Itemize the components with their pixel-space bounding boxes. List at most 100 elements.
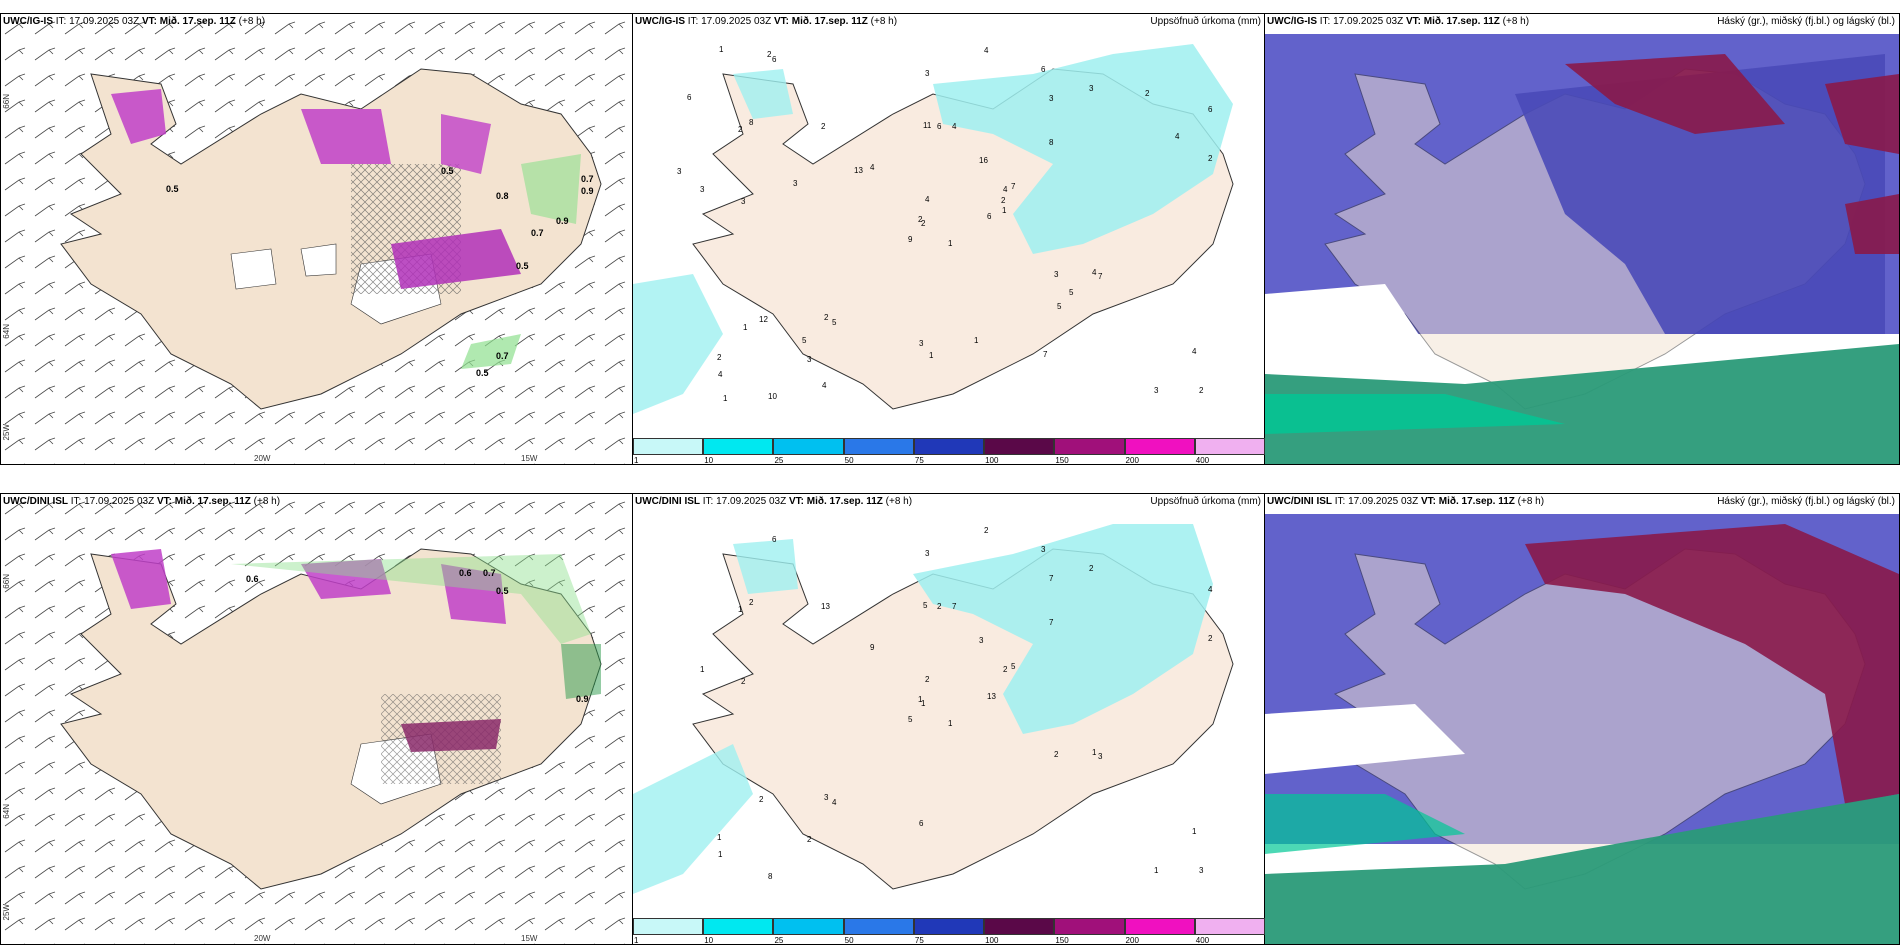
precip-value: 1 (1092, 748, 1097, 757)
precip-value: 3 (925, 549, 930, 558)
precip-magenta (441, 114, 491, 174)
precip-value: 3 (1199, 866, 1204, 875)
precip-value: 3 (1049, 94, 1054, 103)
precip-value: 3 (1154, 386, 1159, 395)
wind-label: 0.7 (531, 228, 544, 238)
precip-value: 8 (1049, 138, 1054, 147)
colorbar-segment (913, 918, 985, 935)
precip-value: 2 (1003, 665, 1008, 674)
precip-value: 2 (1001, 196, 1006, 205)
precip-value: 2 (1199, 386, 1204, 395)
lat-label: 66N (2, 574, 11, 589)
precip-value: 1 (700, 665, 705, 674)
precip-green (561, 644, 601, 699)
precip-value: 4 (1175, 132, 1180, 141)
cloud-low-green (1265, 394, 1565, 434)
precip-value: 2 (1089, 564, 1094, 573)
precip-value: 1 (718, 850, 723, 859)
precip-magenta (301, 559, 391, 599)
wind-label: 0.8 (496, 191, 509, 201)
lon-label: 20W (254, 454, 271, 463)
precip-cyan (733, 539, 798, 594)
precip-value: 9 (870, 643, 875, 652)
map-cloud-bottom (1265, 514, 1899, 944)
panel-bottom-cloud: UWC/DINI ISL IT: 17.09.2025 03Z VT: Mið.… (1264, 493, 1900, 945)
precip-value: 2 (984, 526, 989, 535)
precip-value: 1 (929, 351, 934, 360)
precip-value: 5 (1069, 288, 1074, 297)
precip-value: 13 (821, 602, 830, 611)
colorbar-segment (1054, 918, 1125, 935)
precip-cyan (913, 524, 1213, 734)
colorbar-segment (913, 438, 985, 455)
panel-bottom-precip: UWC/DINI ISL IT: 17.09.2025 03Z VT: Mið.… (632, 493, 1266, 945)
precip-value: 6 (772, 535, 777, 544)
cloud-clear (1265, 284, 1425, 354)
precip-value: 2 (824, 313, 829, 322)
precip-value: 6 (937, 122, 942, 131)
colorbar-tick: 150 (1055, 936, 1069, 945)
precip-value: 1 (1002, 206, 1007, 215)
colorbar: 1 10 25 50 75 100 150 200 400 (633, 918, 1265, 944)
panel-top-precip: UWC/IG-IS IT: 17.09.2025 03Z VT: Mið. 17… (632, 13, 1266, 465)
panel-title: UWC/DINI ISL IT: 17.09.2025 03Z VT: Mið.… (3, 496, 281, 507)
cloud-high-red (1845, 194, 1899, 254)
panel-title: UWC/DINI ISL IT: 17.09.2025 03Z VT: Mið.… (1267, 496, 1545, 507)
precip-value: 5 (802, 336, 807, 345)
map-wind-bottom: 0.6 0.6 0.7 0.9 0.5 (1, 494, 633, 944)
map-wind-top: 0.7 0.9 0.5 0.8 0.7 0.5 0.5 0.9 0.5 0.7 (1, 14, 633, 464)
precip-value-labels: 1222456436623698101116124436778333223423… (677, 45, 1213, 403)
precip-value: 8 (749, 118, 754, 127)
precip-value: 13 (854, 166, 863, 175)
precip-cyan (733, 69, 793, 119)
colorbar-tick: 1 (634, 936, 639, 945)
precip-value: 2 (925, 675, 930, 684)
colorbar-segment (1194, 438, 1265, 455)
precip-value: 3 (1089, 84, 1094, 93)
cloud-mid-blue (1515, 54, 1885, 334)
precip-value: 3 (741, 197, 746, 206)
wind-label: 0.9 (581, 186, 594, 196)
precip-value: 5 (1011, 662, 1016, 671)
precip-value: 3 (1054, 270, 1059, 279)
precip-value: 4 (925, 195, 930, 204)
precip-value: 5 (923, 601, 928, 610)
precip-value: 2 (1208, 154, 1213, 163)
precip-value: 4 (1208, 585, 1213, 594)
precip-value: 11 (923, 121, 932, 130)
panel-title: UWC/IG-IS IT: 17.09.2025 03Z VT: Mið. 17… (1267, 16, 1530, 27)
wind-label: 0.7 (496, 351, 509, 361)
precip-value: 4 (984, 46, 989, 55)
precip-value: 3 (919, 339, 924, 348)
wind-label: 0.7 (483, 568, 496, 578)
precip-magenta (111, 89, 166, 144)
precip-value: 13 (987, 692, 996, 701)
colorbar-segment (1124, 438, 1195, 455)
lon-label: 15W (521, 454, 538, 463)
precip-value: 4 (718, 370, 723, 379)
cloud-low-green (1265, 344, 1899, 464)
wind-label: 0.6 (246, 574, 259, 584)
wind-label: 0.5 (166, 184, 179, 194)
precip-value: 2 (717, 353, 722, 362)
precip-value: 9 (908, 235, 913, 244)
precip-value: 2 (759, 795, 764, 804)
precip-value: 3 (1098, 752, 1103, 761)
precip-value: 4 (1092, 268, 1097, 277)
precip-value: 6 (987, 212, 992, 221)
precip-value: 4 (822, 381, 827, 390)
wind-label: 0.5 (496, 586, 509, 596)
lat-label: 64N (2, 804, 11, 819)
panel-title: UWC/DINI ISL IT: 17.09.2025 03Z VT: Mið.… (635, 496, 913, 507)
cloud-clear (1265, 704, 1465, 774)
precip-value: 6 (919, 819, 924, 828)
wind-label: 0.5 (441, 166, 454, 176)
precip-title: Uppsöfnuð úrkoma (mm) (1150, 16, 1261, 27)
colorbar-tick: 25 (774, 456, 784, 465)
precip-magenta (301, 109, 391, 164)
precip-value: 7 (952, 602, 957, 611)
precip-green (231, 554, 591, 644)
precip-value: 1 (974, 336, 979, 345)
precip-value: 1 (743, 323, 748, 332)
precip-value: 3 (700, 185, 705, 194)
